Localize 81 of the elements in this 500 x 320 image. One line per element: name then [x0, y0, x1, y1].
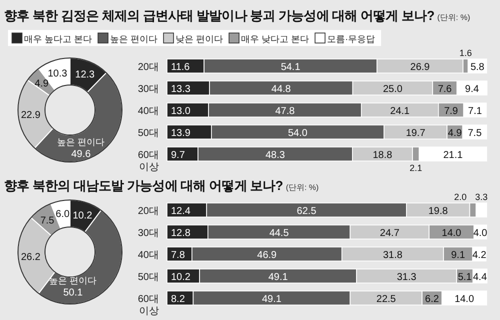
data-label: 62.5: [296, 206, 317, 217]
y-tick-label: 60대 이상: [138, 150, 159, 173]
data-label: 19.7: [406, 128, 426, 139]
data-label: 6.2: [425, 294, 440, 305]
y-tick-label: 30대: [138, 84, 159, 95]
data-label: 24.1: [390, 106, 410, 117]
data-label: 6.0: [56, 209, 70, 220]
data-label: 22.9: [20, 110, 41, 122]
slice-label: 높은 편이다: [49, 276, 97, 286]
data-label: 50.1: [63, 288, 84, 299]
data-label: 18.8: [372, 150, 393, 161]
data-label: 9.1: [451, 250, 466, 261]
legend-label: 매우 낮다고 본다: [241, 34, 310, 44]
data-label: 12.4: [171, 206, 191, 217]
data-label: 13.3: [171, 84, 191, 95]
data-label: 49.1: [268, 272, 288, 283]
data-label: 2.0: [454, 192, 467, 202]
legend-label: 낮은 편이다: [176, 34, 224, 44]
y-tick-label: 50대: [138, 272, 159, 283]
data-label: 49.6: [71, 149, 92, 160]
data-label: 10.3: [48, 68, 68, 80]
data-label: 5.1: [458, 272, 472, 283]
data-label: 5.8: [470, 62, 485, 73]
y-tick-label: 60대 이상: [138, 294, 159, 317]
data-label: 4.2: [472, 250, 487, 261]
data-label: 10.2: [171, 272, 191, 283]
chart-subtitle: (단위: %): [437, 13, 470, 22]
y-tick-label: 40대: [138, 250, 159, 261]
data-label: 19.8: [428, 206, 448, 217]
data-label: 10.2: [72, 210, 93, 222]
data-label: 22.5: [376, 294, 396, 305]
data-label: 44.5: [269, 228, 290, 239]
chart-title: 향후 북한의 대남도발 가능성에 대해 어떻게 보나?: [4, 178, 284, 193]
data-label: 54.1: [280, 62, 301, 73]
y-tick-label: 30대: [138, 228, 159, 239]
data-label: 7.6: [438, 84, 452, 95]
data-label: 3.3: [475, 192, 488, 202]
data-label: 13.0: [171, 106, 191, 117]
data-label: 48.3: [265, 150, 286, 161]
y-tick-label: 50대: [138, 128, 159, 139]
data-label: 31.8: [382, 250, 403, 261]
legend-label: 모름·무응답: [327, 34, 376, 44]
data-label: 54.0: [288, 128, 308, 139]
data-label: 12.8: [171, 228, 191, 239]
data-label: 7.5: [468, 128, 482, 139]
data-label: 21.1: [443, 150, 464, 161]
data-label: 7.5: [40, 216, 55, 227]
data-label: 12.3: [75, 69, 96, 80]
chart-title: 향후 북한 김정은 체제의 급변사태 발발이나 붕괴 가능성에 대해 어떻게 보나?: [4, 8, 435, 23]
data-label: 26.9: [410, 62, 430, 73]
y-tick-label: 20대: [138, 206, 159, 217]
y-tick-label: 20대: [138, 62, 159, 73]
data-label: 46.9: [257, 250, 278, 261]
data-label: 26.2: [20, 252, 41, 263]
data-label: 9.7: [171, 150, 186, 161]
data-label: 1.6: [459, 48, 472, 58]
data-label: 7.1: [468, 106, 482, 117]
chart-subtitle: (단위: %): [286, 183, 320, 192]
data-label: 47.8: [275, 106, 296, 117]
data-label: 2.1: [410, 163, 422, 173]
data-label: 31.3: [396, 272, 417, 283]
data-label: 25.0: [382, 84, 403, 95]
data-label: 9.4: [465, 84, 480, 95]
slice-label: 높은 편이다: [57, 137, 105, 148]
data-label: 8.2: [171, 294, 186, 305]
data-label: 24.7: [380, 228, 400, 239]
data-label: 14.0: [454, 294, 474, 305]
data-label: 14.0: [442, 228, 462, 239]
y-tick-label: 40대: [138, 106, 159, 117]
data-label: 4.9: [34, 78, 50, 90]
data-label: 44.8: [271, 84, 292, 95]
data-label: 4.4: [473, 272, 488, 283]
data-label: 4.9: [448, 128, 462, 139]
data-label: 4.0: [473, 228, 488, 239]
data-label: 7.8: [171, 250, 186, 261]
legend-label: 매우 높다고 본다: [24, 34, 92, 44]
data-label: 13.9: [171, 128, 191, 139]
data-label: 49.1: [262, 294, 282, 305]
data-label: 11.6: [171, 62, 190, 73]
legend-label: 높은 편이다: [110, 34, 158, 44]
data-label: 7.9: [444, 106, 458, 117]
